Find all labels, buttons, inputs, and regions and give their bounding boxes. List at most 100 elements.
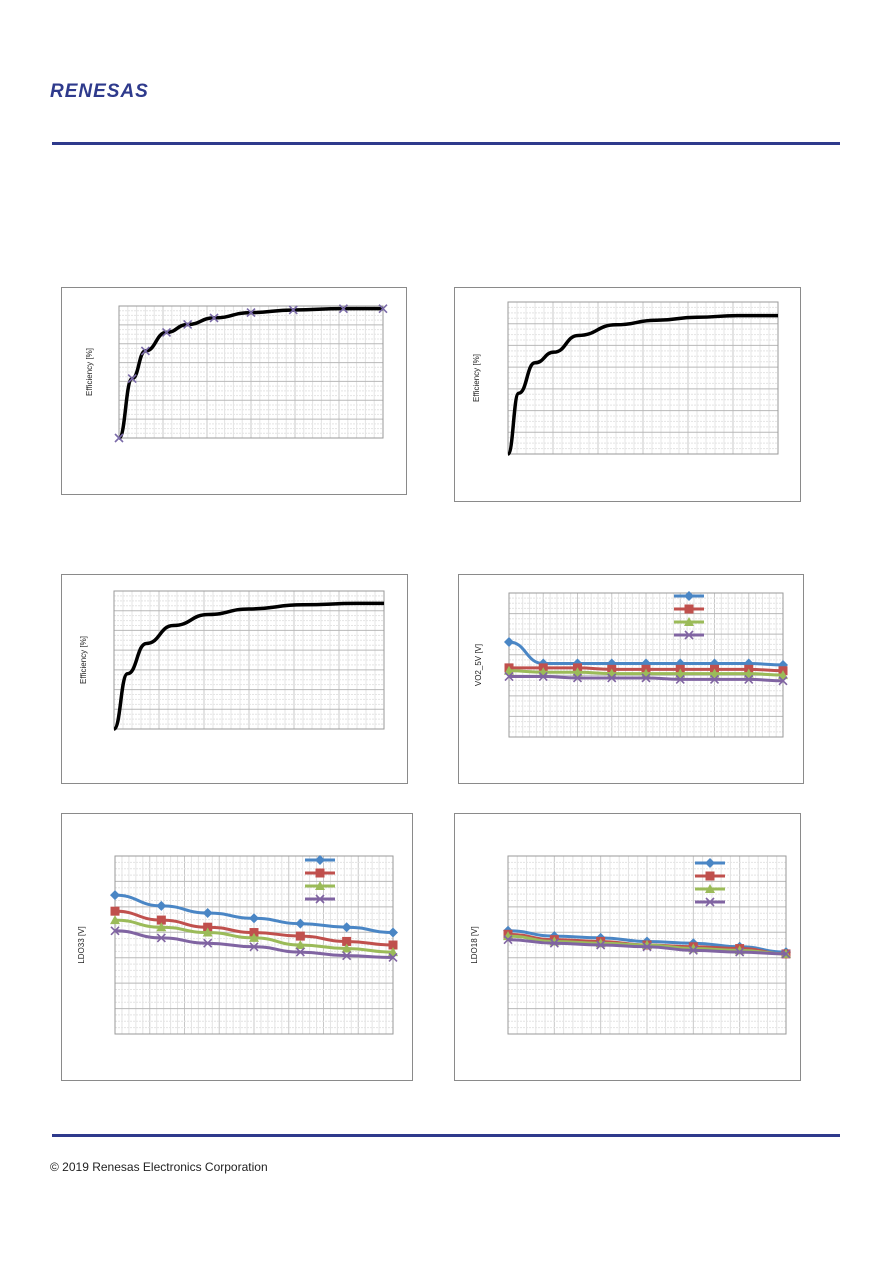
- data-point: [735, 947, 745, 957]
- data-point: [781, 949, 791, 959]
- data-point: [538, 671, 548, 682]
- data-point: [249, 942, 259, 952]
- y-axis-label: Efficiency [%]: [79, 636, 88, 684]
- data-point: [503, 935, 513, 945]
- series-line: [117, 306, 383, 440]
- legend: [695, 858, 725, 907]
- data-point: [549, 938, 559, 948]
- data-point: [209, 313, 219, 323]
- data-point: [156, 900, 167, 911]
- data-point: [203, 922, 213, 932]
- series-line: [506, 313, 778, 456]
- data-point: [341, 943, 352, 953]
- data-point: [295, 940, 306, 949]
- efficiency-chart-3-svg: Efficiency [%]: [79, 590, 385, 731]
- legend-marker: [684, 617, 694, 626]
- data-point: [504, 671, 514, 682]
- series-4: [110, 926, 398, 963]
- legend: [674, 591, 704, 640]
- data-point: [183, 319, 193, 330]
- series-3: [110, 915, 398, 957]
- data-point: [110, 926, 120, 936]
- legend-marker: [705, 871, 715, 881]
- data-point: [596, 940, 606, 950]
- plot-grid: [118, 305, 384, 439]
- legend-marker: [315, 855, 325, 865]
- plot-frame: [507, 855, 787, 1035]
- ldo18-chart-svg: LDO18 [V]: [470, 855, 791, 1035]
- data-point: [675, 674, 685, 684]
- data-point: [249, 928, 259, 938]
- legend-marker: [705, 884, 715, 893]
- efficiency-chart-1: Efficiency [%]: [61, 287, 407, 495]
- data-point: [156, 922, 167, 932]
- data-point: [709, 668, 720, 678]
- data-point: [607, 673, 617, 683]
- data-point: [709, 674, 720, 684]
- data-point: [388, 952, 398, 963]
- data-point: [295, 947, 305, 957]
- efficiency-chart-1-svg: Efficiency [%]: [85, 304, 388, 443]
- data-point: [342, 951, 352, 961]
- series-4: [503, 935, 791, 959]
- series-4: [504, 671, 788, 686]
- data-point: [156, 933, 166, 943]
- data-point: [388, 940, 398, 950]
- data-point: [203, 938, 213, 948]
- y-axis-label: VO2_5V [V]: [474, 644, 483, 686]
- data-point: [156, 915, 166, 925]
- data-point: [202, 927, 213, 937]
- data-point: [341, 922, 352, 933]
- data-point: [127, 374, 137, 384]
- data-point: [140, 346, 150, 356]
- legend-marker: [705, 858, 715, 868]
- legend-marker: [684, 591, 694, 601]
- data-point: [342, 936, 352, 946]
- legend-marker: [315, 868, 325, 878]
- data-point: [688, 945, 698, 955]
- series-1: [114, 304, 388, 443]
- copyright-text: © 2019 Renesas Electronics Corporation: [50, 1160, 268, 1174]
- data-point: [641, 673, 651, 683]
- series-1: [112, 601, 384, 731]
- data-point: [110, 906, 120, 916]
- data-point: [110, 915, 120, 925]
- data-point: [675, 668, 686, 678]
- efficiency-chart-2-svg: Efficiency [%]: [472, 301, 779, 456]
- legend: [305, 855, 335, 904]
- data-point: [202, 907, 213, 918]
- legend-marker: [315, 894, 325, 904]
- series-1: [110, 890, 398, 938]
- data-point: [288, 305, 298, 315]
- brand-text: RENESAS: [50, 81, 149, 100]
- ldo18-chart: LDO18 [V]: [454, 813, 801, 1081]
- data-point: [388, 927, 398, 938]
- vo2-5v-chart: VO2_5V [V]: [458, 574, 804, 784]
- plot-grid: [114, 855, 394, 1035]
- legend-marker: [684, 604, 694, 614]
- data-point: [161, 327, 172, 337]
- data-point: [504, 665, 514, 675]
- series-line: [112, 601, 384, 731]
- ldo33-chart: LDO33 [V]: [61, 813, 413, 1081]
- data-point: [295, 918, 306, 929]
- data-point: [778, 676, 788, 686]
- y-axis-label: LDO18 [V]: [470, 926, 479, 963]
- plot-grid: [507, 301, 779, 455]
- data-point: [504, 636, 514, 647]
- data-point: [378, 304, 388, 314]
- data-point: [246, 308, 256, 318]
- series-3: [504, 665, 788, 680]
- legend-marker: [705, 897, 715, 907]
- y-axis-label: Efficiency [%]: [472, 354, 481, 402]
- legend-marker: [315, 881, 325, 890]
- data-point: [249, 932, 259, 942]
- data-point: [295, 931, 305, 941]
- vo2-5v-chart-svg: VO2_5V [V]: [474, 591, 788, 738]
- renesas-logo: RENESAS: [50, 81, 149, 100]
- efficiency-chart-3: Efficiency [%]: [61, 574, 408, 784]
- data-point: [572, 667, 583, 677]
- legend-marker: [684, 630, 694, 640]
- y-axis-label: Efficiency [%]: [85, 348, 94, 396]
- efficiency-chart-2: Efficiency [%]: [454, 287, 801, 502]
